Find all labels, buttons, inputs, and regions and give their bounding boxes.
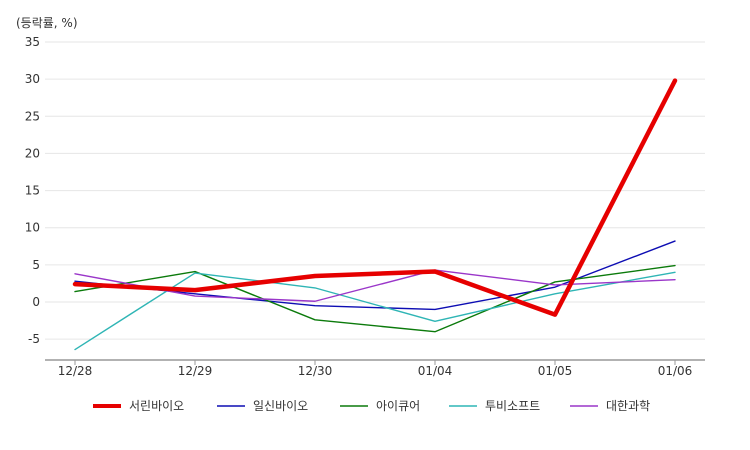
y-tick-label: 25 bbox=[25, 109, 40, 123]
legend-label: 일신바이오 bbox=[253, 399, 308, 413]
y-tick-label: 15 bbox=[25, 184, 40, 198]
series-line bbox=[74, 269, 676, 302]
legend-label: 대한과학 bbox=[606, 399, 650, 413]
y-unit-label: (등락률, %) bbox=[16, 16, 78, 30]
x-tick-label: 01/05 bbox=[538, 364, 573, 378]
series-line bbox=[72, 78, 678, 317]
y-tick-label: 5 bbox=[32, 258, 40, 272]
y-tick-label: 30 bbox=[25, 72, 40, 86]
series-line bbox=[74, 271, 676, 351]
y-tick-label: 35 bbox=[25, 35, 40, 49]
x-tick-label: 12/29 bbox=[178, 364, 213, 378]
x-tick-label: 01/06 bbox=[658, 364, 693, 378]
legend-label: 투비소프트 bbox=[485, 399, 540, 413]
x-tick-label: 12/30 bbox=[298, 364, 333, 378]
y-tick-label: -5 bbox=[28, 332, 40, 346]
y-tick-label: 10 bbox=[25, 221, 40, 235]
y-tick-label: 0 bbox=[32, 295, 40, 309]
x-tick-label: 01/04 bbox=[418, 364, 453, 378]
x-tick-label: 12/28 bbox=[58, 364, 93, 378]
legend-label: 아이큐어 bbox=[376, 399, 420, 413]
y-tick-label: 20 bbox=[25, 146, 40, 160]
legend-label: 서린바이오 bbox=[129, 399, 184, 413]
